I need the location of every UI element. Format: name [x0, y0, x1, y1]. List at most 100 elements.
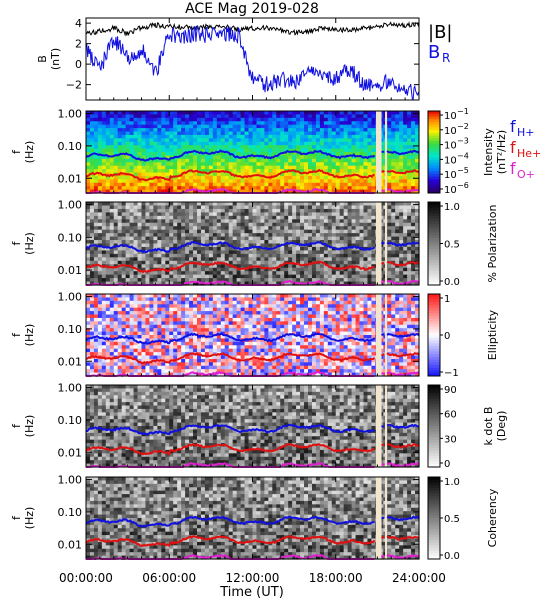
spectrogram-cell	[351, 155, 357, 160]
spectrogram-cell	[93, 358, 99, 363]
spectrogram-cell	[347, 274, 353, 279]
spectrogram-cell	[105, 121, 111, 126]
spectrogram-cell	[395, 131, 400, 136]
spectrogram-cell	[89, 145, 95, 150]
spectrogram-cell	[169, 240, 174, 245]
spectrogram-cell	[280, 229, 285, 234]
spectrogram-cell	[407, 189, 412, 194]
spectrogram-cell	[379, 281, 384, 286]
spectrogram-cell	[319, 124, 325, 129]
spectrogram-cell	[173, 121, 178, 126]
spectrogram-cell	[323, 250, 329, 255]
spectrogram-cell	[411, 162, 416, 167]
spectrogram-cell	[173, 226, 178, 231]
spectrogram-cell	[185, 205, 190, 210]
spectrogram-cell	[260, 121, 265, 126]
spectrogram-cell	[276, 246, 281, 252]
spectrogram-cell	[97, 233, 103, 238]
spectrogram-cell	[200, 369, 206, 374]
spectrogram-cell	[379, 175, 384, 180]
spectrogram-cell	[228, 111, 234, 116]
spectrogram-cell	[315, 175, 321, 180]
spectrogram-cell	[204, 219, 210, 224]
freq-axis-label-2: (Hz)	[23, 141, 36, 164]
spectrogram-cell	[387, 134, 392, 139]
spectrogram-cell	[216, 186, 222, 191]
spectrogram-cell	[268, 253, 273, 258]
spectrogram-cell	[319, 264, 325, 269]
spectrogram-cell	[331, 222, 337, 227]
spectrogram-cell	[101, 257, 107, 262]
spectrogram-cell	[129, 369, 135, 374]
spectrogram-cell	[288, 246, 293, 252]
spectrogram-cell	[367, 111, 373, 116]
spectrogram-cell	[165, 324, 170, 329]
spectrogram-cell	[153, 124, 158, 129]
spectrogram-cell	[319, 219, 325, 224]
spectrogram-cell	[415, 121, 420, 126]
spectrogram-cell	[280, 222, 285, 227]
spectrogram-cell	[117, 362, 123, 367]
spectrogram-cell	[339, 260, 345, 265]
spectrogram-cell	[145, 328, 151, 333]
spectrogram-cell	[240, 141, 246, 146]
spectrogram-cell	[335, 121, 341, 126]
spectrogram-cell	[284, 240, 289, 245]
spectrogram-cell	[173, 372, 178, 377]
spectrogram-cell	[240, 222, 246, 227]
spectrogram-cell	[141, 162, 147, 167]
spectrogram-cell	[161, 372, 166, 377]
spectrogram-cell	[193, 226, 198, 231]
spectrogram-cell	[125, 294, 131, 299]
spectrogram-cell	[399, 186, 404, 191]
spectrogram-cell	[228, 114, 234, 119]
spectrogram-cell	[200, 250, 206, 255]
spectrogram-cell	[157, 134, 162, 139]
spectrogram-cell	[272, 162, 277, 167]
spectrogram-cell	[359, 111, 365, 116]
spectrogram-cell	[189, 246, 194, 252]
spectrogram-cell	[399, 246, 404, 252]
spectrogram-cell	[367, 172, 373, 177]
spectrogram-cell	[208, 229, 214, 234]
spectrogram-cell	[169, 236, 174, 241]
spectrogram-cell	[359, 128, 365, 133]
spectrogram-cell	[145, 324, 151, 329]
spectrogram-cell	[260, 264, 265, 269]
spectrogram-cell	[137, 314, 143, 319]
spectrogram-cell	[204, 226, 210, 231]
spectrogram-cell	[97, 358, 103, 363]
spectrogram-cell	[371, 148, 376, 153]
spectrogram-cell	[193, 243, 198, 248]
spectrogram-cell	[232, 208, 238, 213]
spectrogram-cell	[153, 294, 158, 299]
spectrogram-cell	[101, 362, 107, 367]
spectrogram-cell	[145, 358, 151, 363]
spectrogram-cell	[315, 158, 321, 163]
spectrogram-cell	[403, 215, 408, 220]
spectrogram-cell	[165, 229, 170, 234]
spectrogram-cell	[129, 365, 135, 370]
spectrogram-cell	[101, 128, 107, 133]
spectrogram-cell	[288, 186, 293, 191]
colorbar-label-1: Intensity	[482, 128, 495, 176]
spectrogram-cell	[252, 212, 258, 217]
spectrogram-cell	[391, 278, 396, 283]
spectrogram-cell	[355, 257, 361, 262]
spectrogram-cell	[276, 205, 281, 210]
spectrogram-cell	[403, 141, 408, 146]
spectrogram-cell	[319, 246, 325, 252]
spectrogram-cell	[137, 260, 143, 265]
spectrogram-cell	[185, 148, 190, 153]
spectrogram-cell	[197, 267, 202, 272]
spectrogram-cell	[189, 152, 194, 157]
spectrogram-cell	[177, 226, 182, 231]
spectrogram-cell	[224, 205, 230, 210]
spectrogram-cell	[355, 179, 361, 184]
spectrogram-cell	[169, 215, 174, 220]
spectrogram-cell	[125, 352, 131, 357]
spectrogram-cell	[311, 134, 317, 139]
spectrogram-cell	[323, 186, 329, 191]
spectrogram-cell	[169, 117, 174, 122]
spectrogram-cell	[129, 335, 135, 340]
